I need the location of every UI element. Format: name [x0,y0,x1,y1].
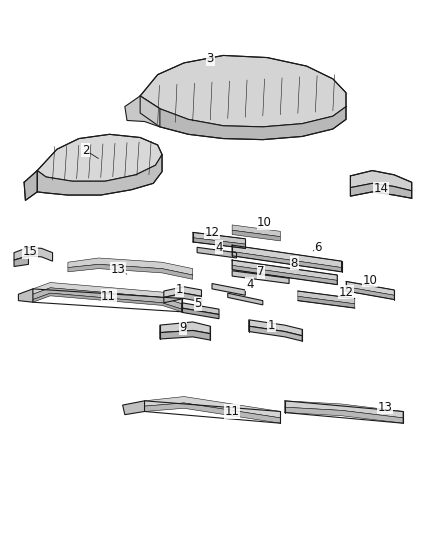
Polygon shape [298,291,355,304]
Polygon shape [285,407,403,423]
Text: 13: 13 [378,401,393,414]
Polygon shape [285,401,403,418]
Polygon shape [232,245,342,268]
Polygon shape [350,171,412,191]
Polygon shape [123,401,145,415]
Polygon shape [346,281,394,295]
Polygon shape [14,247,53,261]
Polygon shape [145,403,280,423]
Polygon shape [298,296,355,308]
Polygon shape [68,258,193,275]
Polygon shape [145,397,280,418]
Text: 13: 13 [111,263,126,276]
Text: 8: 8 [291,257,298,270]
Polygon shape [182,303,219,314]
Polygon shape [197,247,237,258]
Polygon shape [140,96,346,140]
Text: 14: 14 [374,182,389,195]
Polygon shape [33,282,182,304]
Polygon shape [232,225,280,237]
Polygon shape [232,260,337,280]
Polygon shape [232,265,337,285]
Polygon shape [125,96,160,127]
Polygon shape [140,55,346,127]
Polygon shape [14,256,28,266]
Text: 7: 7 [257,265,265,278]
Text: 1: 1 [268,319,276,332]
Text: 2: 2 [81,144,89,157]
Text: 10: 10 [257,216,272,229]
Polygon shape [164,293,201,303]
Polygon shape [232,271,289,284]
Polygon shape [37,155,162,195]
Polygon shape [164,287,201,297]
Polygon shape [37,134,162,181]
Polygon shape [160,322,210,334]
Polygon shape [68,264,193,279]
Text: 12: 12 [205,226,219,239]
Text: 3: 3 [207,52,214,65]
Text: 12: 12 [339,286,353,298]
Polygon shape [232,252,342,272]
Text: 6: 6 [314,241,322,254]
Polygon shape [193,238,245,248]
Text: 4: 4 [246,278,254,290]
Polygon shape [346,287,394,300]
Text: 10: 10 [362,274,377,287]
Text: 9: 9 [179,321,187,334]
Polygon shape [24,171,37,200]
Polygon shape [33,293,182,312]
Polygon shape [249,326,302,341]
Polygon shape [193,232,245,244]
Polygon shape [232,230,280,241]
Polygon shape [228,293,263,305]
Polygon shape [160,330,210,340]
Text: 5: 5 [194,297,201,310]
Text: 4: 4 [215,241,223,254]
Text: 15: 15 [22,245,37,258]
Text: 11: 11 [101,290,116,303]
Text: 1: 1 [176,284,184,296]
Polygon shape [249,320,302,336]
Polygon shape [350,183,412,198]
Polygon shape [18,289,33,302]
Polygon shape [212,284,245,295]
Polygon shape [33,288,182,309]
Polygon shape [182,308,219,319]
Text: 11: 11 [225,405,240,418]
